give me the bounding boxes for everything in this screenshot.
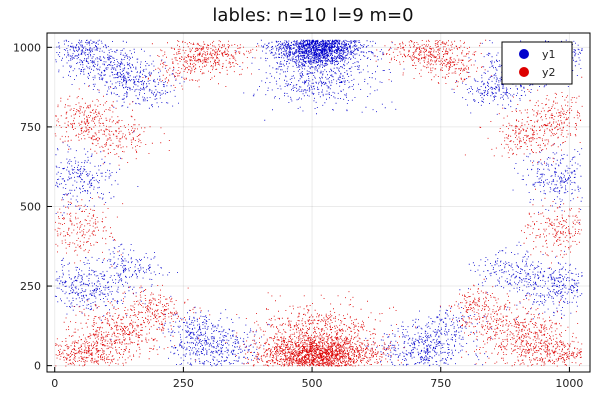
axis-ticks: 0 250 500 750 1000 0 250 500 750 1000 [13,41,583,390]
x-tick-label: 500 [302,377,323,390]
x-tick-label: 250 [173,377,194,390]
plot-frame [46,32,591,373]
legend-marker-y2 [519,67,529,77]
series-y2 [54,39,583,367]
y-tick-label: 750 [20,121,41,134]
y-tick-label: 0 [34,360,41,373]
chart-title: lables: n=10 l=9 m=0 [212,5,413,26]
series-points-y2 [54,39,583,367]
legend-box [501,41,573,85]
legend-label-y2: y2 [542,66,556,79]
x-tick-label: 750 [430,377,451,390]
y-tick-label: 250 [20,280,41,293]
legend-marker-y1 [519,49,529,59]
x-tick-label: 1000 [555,377,583,390]
data-points [54,39,583,367]
y-tick-label: 500 [20,200,41,213]
x-tick-label: 0 [51,377,58,390]
legend-label-y1: y1 [542,48,556,61]
y-tick-label: 1000 [13,41,41,54]
